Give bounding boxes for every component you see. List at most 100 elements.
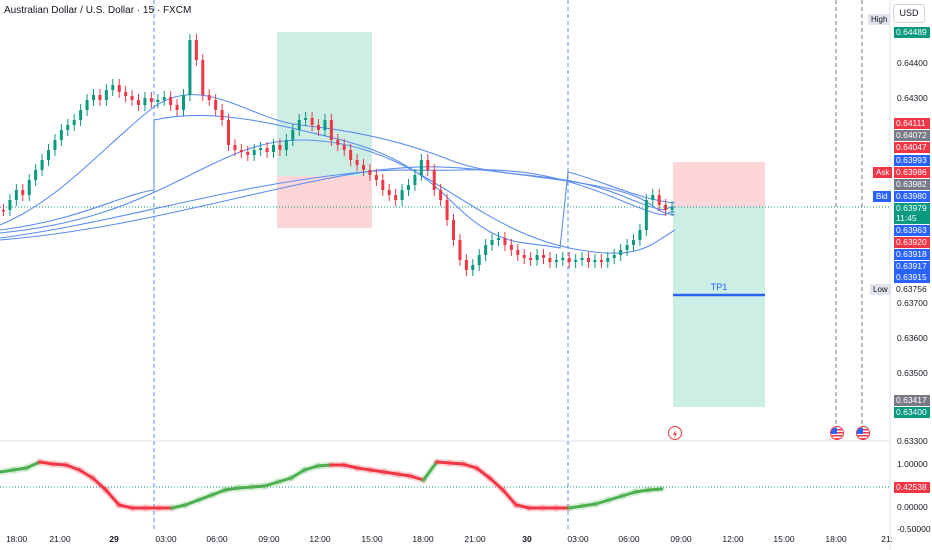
candle-body	[387, 190, 391, 195]
us-flag-event-icon[interactable]	[830, 426, 844, 440]
time-axis-label: 30	[522, 534, 532, 544]
oscillator-line	[249, 484, 267, 489]
candle-body	[252, 150, 256, 155]
candle-body	[2, 210, 5, 212]
candle-body	[34, 170, 38, 180]
candle-body	[272, 145, 275, 152]
candle-body	[471, 265, 475, 270]
price-tick: 0.63600	[897, 333, 928, 343]
candle-body	[162, 97, 166, 100]
osc-tick: 1.00000	[897, 459, 928, 469]
time-axis-label: 18:00	[825, 534, 847, 544]
low-tag: Low	[870, 284, 891, 295]
candle-body	[567, 258, 571, 262]
oscillator-line	[77, 468, 95, 480]
candle-body	[8, 200, 12, 210]
candle-body	[85, 100, 89, 110]
moving-average-line	[0, 166, 676, 241]
candle-body	[137, 100, 140, 105]
candle-body	[407, 185, 410, 190]
candle-body	[368, 170, 372, 175]
time-axis-label: 09:00	[670, 534, 692, 544]
candle-body	[606, 258, 610, 262]
oscillator-line	[183, 498, 201, 507]
candle-body	[149, 98, 153, 102]
oscillator-line	[474, 466, 492, 480]
candle-body	[111, 85, 115, 90]
oscillator-line	[210, 488, 227, 497]
candle-body	[130, 96, 134, 100]
candle-body	[445, 200, 449, 220]
oscillator-line	[236, 485, 253, 490]
candle-body	[644, 200, 648, 230]
candle-body	[265, 148, 269, 152]
candle-body	[400, 190, 404, 200]
osc-tick: 0.00000	[897, 502, 928, 512]
candle-body	[574, 260, 578, 262]
oscillator-line	[104, 488, 121, 507]
time-axis-label: 21:00	[49, 534, 71, 544]
oscillator-line	[607, 494, 624, 502]
candle-body	[329, 120, 333, 140]
oscillator-line	[223, 486, 240, 492]
candle-body	[201, 60, 205, 95]
candle-body	[587, 258, 590, 262]
ask-tag: Ask	[873, 167, 893, 178]
oscillator-line	[289, 468, 306, 480]
candle-body	[297, 120, 301, 130]
lightning-event-icon[interactable]	[668, 426, 682, 440]
take-profit-label: TP1	[711, 282, 728, 292]
candle-body	[355, 160, 359, 165]
oscillator-line	[422, 460, 439, 482]
oscillator-line	[435, 460, 452, 465]
price-level-label: 0.63980	[894, 191, 930, 202]
osc-tick: -0.50000	[897, 524, 931, 534]
candle-body	[259, 148, 263, 150]
candle-body	[79, 110, 83, 120]
candle-body	[317, 125, 320, 130]
price-level-label: 0.64047	[894, 142, 930, 153]
position-loss-zone	[277, 176, 372, 228]
candle-body	[638, 230, 642, 240]
candle-body	[625, 245, 629, 250]
oscillator-line	[488, 476, 505, 492]
oscillator-line	[408, 474, 426, 482]
time-axis-label: 18:00	[412, 534, 434, 544]
oscillator-line	[369, 468, 386, 474]
time-axis-label: 06:00	[206, 534, 228, 544]
time-axis-label: 12:00	[722, 534, 744, 544]
candle-body	[92, 95, 95, 100]
candle-body	[394, 195, 398, 200]
oscillator-line	[395, 472, 412, 478]
candle-body	[239, 150, 243, 152]
oscillator-line	[91, 476, 108, 492]
currency-button[interactable]: USD	[893, 4, 925, 23]
time-axis-label: 29	[109, 534, 119, 544]
oscillator-line	[24, 460, 42, 470]
high-tag: High	[868, 14, 891, 25]
oscillator-line	[633, 488, 651, 494]
candle-body	[47, 150, 50, 160]
candle-body	[464, 260, 468, 270]
candle-body	[670, 207, 674, 210]
oscillator-line	[620, 490, 637, 498]
candle-body	[664, 205, 668, 210]
candle-body	[619, 250, 623, 255]
oscillator-line	[117, 503, 134, 510]
candle-body	[458, 240, 462, 260]
oscillator-line	[302, 464, 320, 472]
us-flag-event-icon[interactable]	[856, 426, 870, 440]
candle-body	[175, 105, 179, 110]
price-tick: 0.64300	[897, 93, 928, 103]
candle-body	[599, 260, 603, 262]
candle-body	[419, 160, 423, 175]
price-level-label: 0.63918	[894, 249, 930, 260]
candle-body	[413, 175, 417, 185]
candle-body	[548, 258, 552, 262]
candle-body	[612, 255, 616, 258]
oscillator-line	[342, 463, 359, 470]
candle-body	[98, 95, 102, 100]
price-level-label: 0.63986	[894, 167, 930, 178]
candle-body	[214, 100, 218, 110]
